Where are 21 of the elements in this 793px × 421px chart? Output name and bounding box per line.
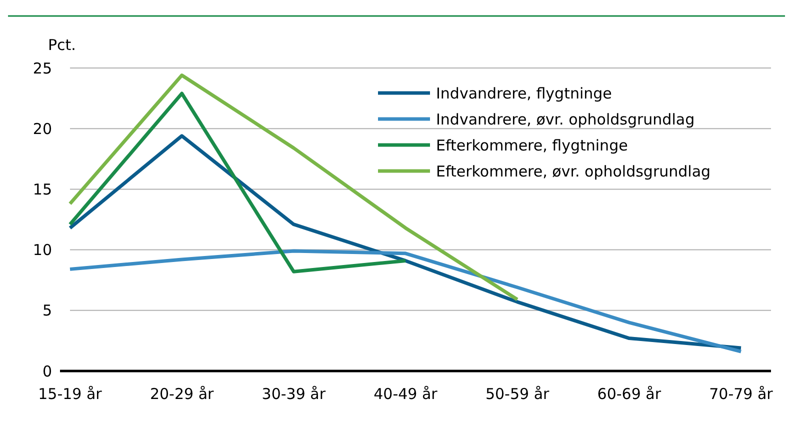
x-tick-label: 50-59 år — [485, 385, 550, 403]
y-axis-title: Pct. — [48, 36, 76, 54]
legend-label: Indvandrere, øvr. opholdsgrundlag — [436, 110, 695, 128]
y-tick-label: 15 — [32, 180, 52, 198]
y-tick-label: 10 — [32, 241, 52, 260]
y-tick-label: 0 — [42, 362, 52, 380]
legend-label: Efterkommere, øvr. opholdsgrundlag — [436, 162, 711, 180]
line-series — [68, 134, 743, 350]
y-tick-label: 5 — [42, 302, 52, 320]
line-series — [68, 92, 408, 274]
x-tick-label: 15-19 år — [38, 385, 103, 403]
x-tick-label: 40-49 år — [374, 385, 438, 403]
y-tick-label: 25 — [32, 59, 52, 78]
x-tick-label: 60-69 år — [597, 385, 662, 403]
legend-label: Indvandrere, flygtninge — [436, 84, 612, 102]
y-tick-label: 20 — [32, 120, 52, 138]
legend-label: Efterkommere, flygtninge — [436, 136, 628, 154]
line-series — [68, 249, 743, 354]
x-tick-label: 20-29 år — [150, 385, 215, 403]
x-tick-label: 70-79 år — [709, 385, 774, 403]
x-tick-label: 30-39 år — [262, 385, 326, 403]
